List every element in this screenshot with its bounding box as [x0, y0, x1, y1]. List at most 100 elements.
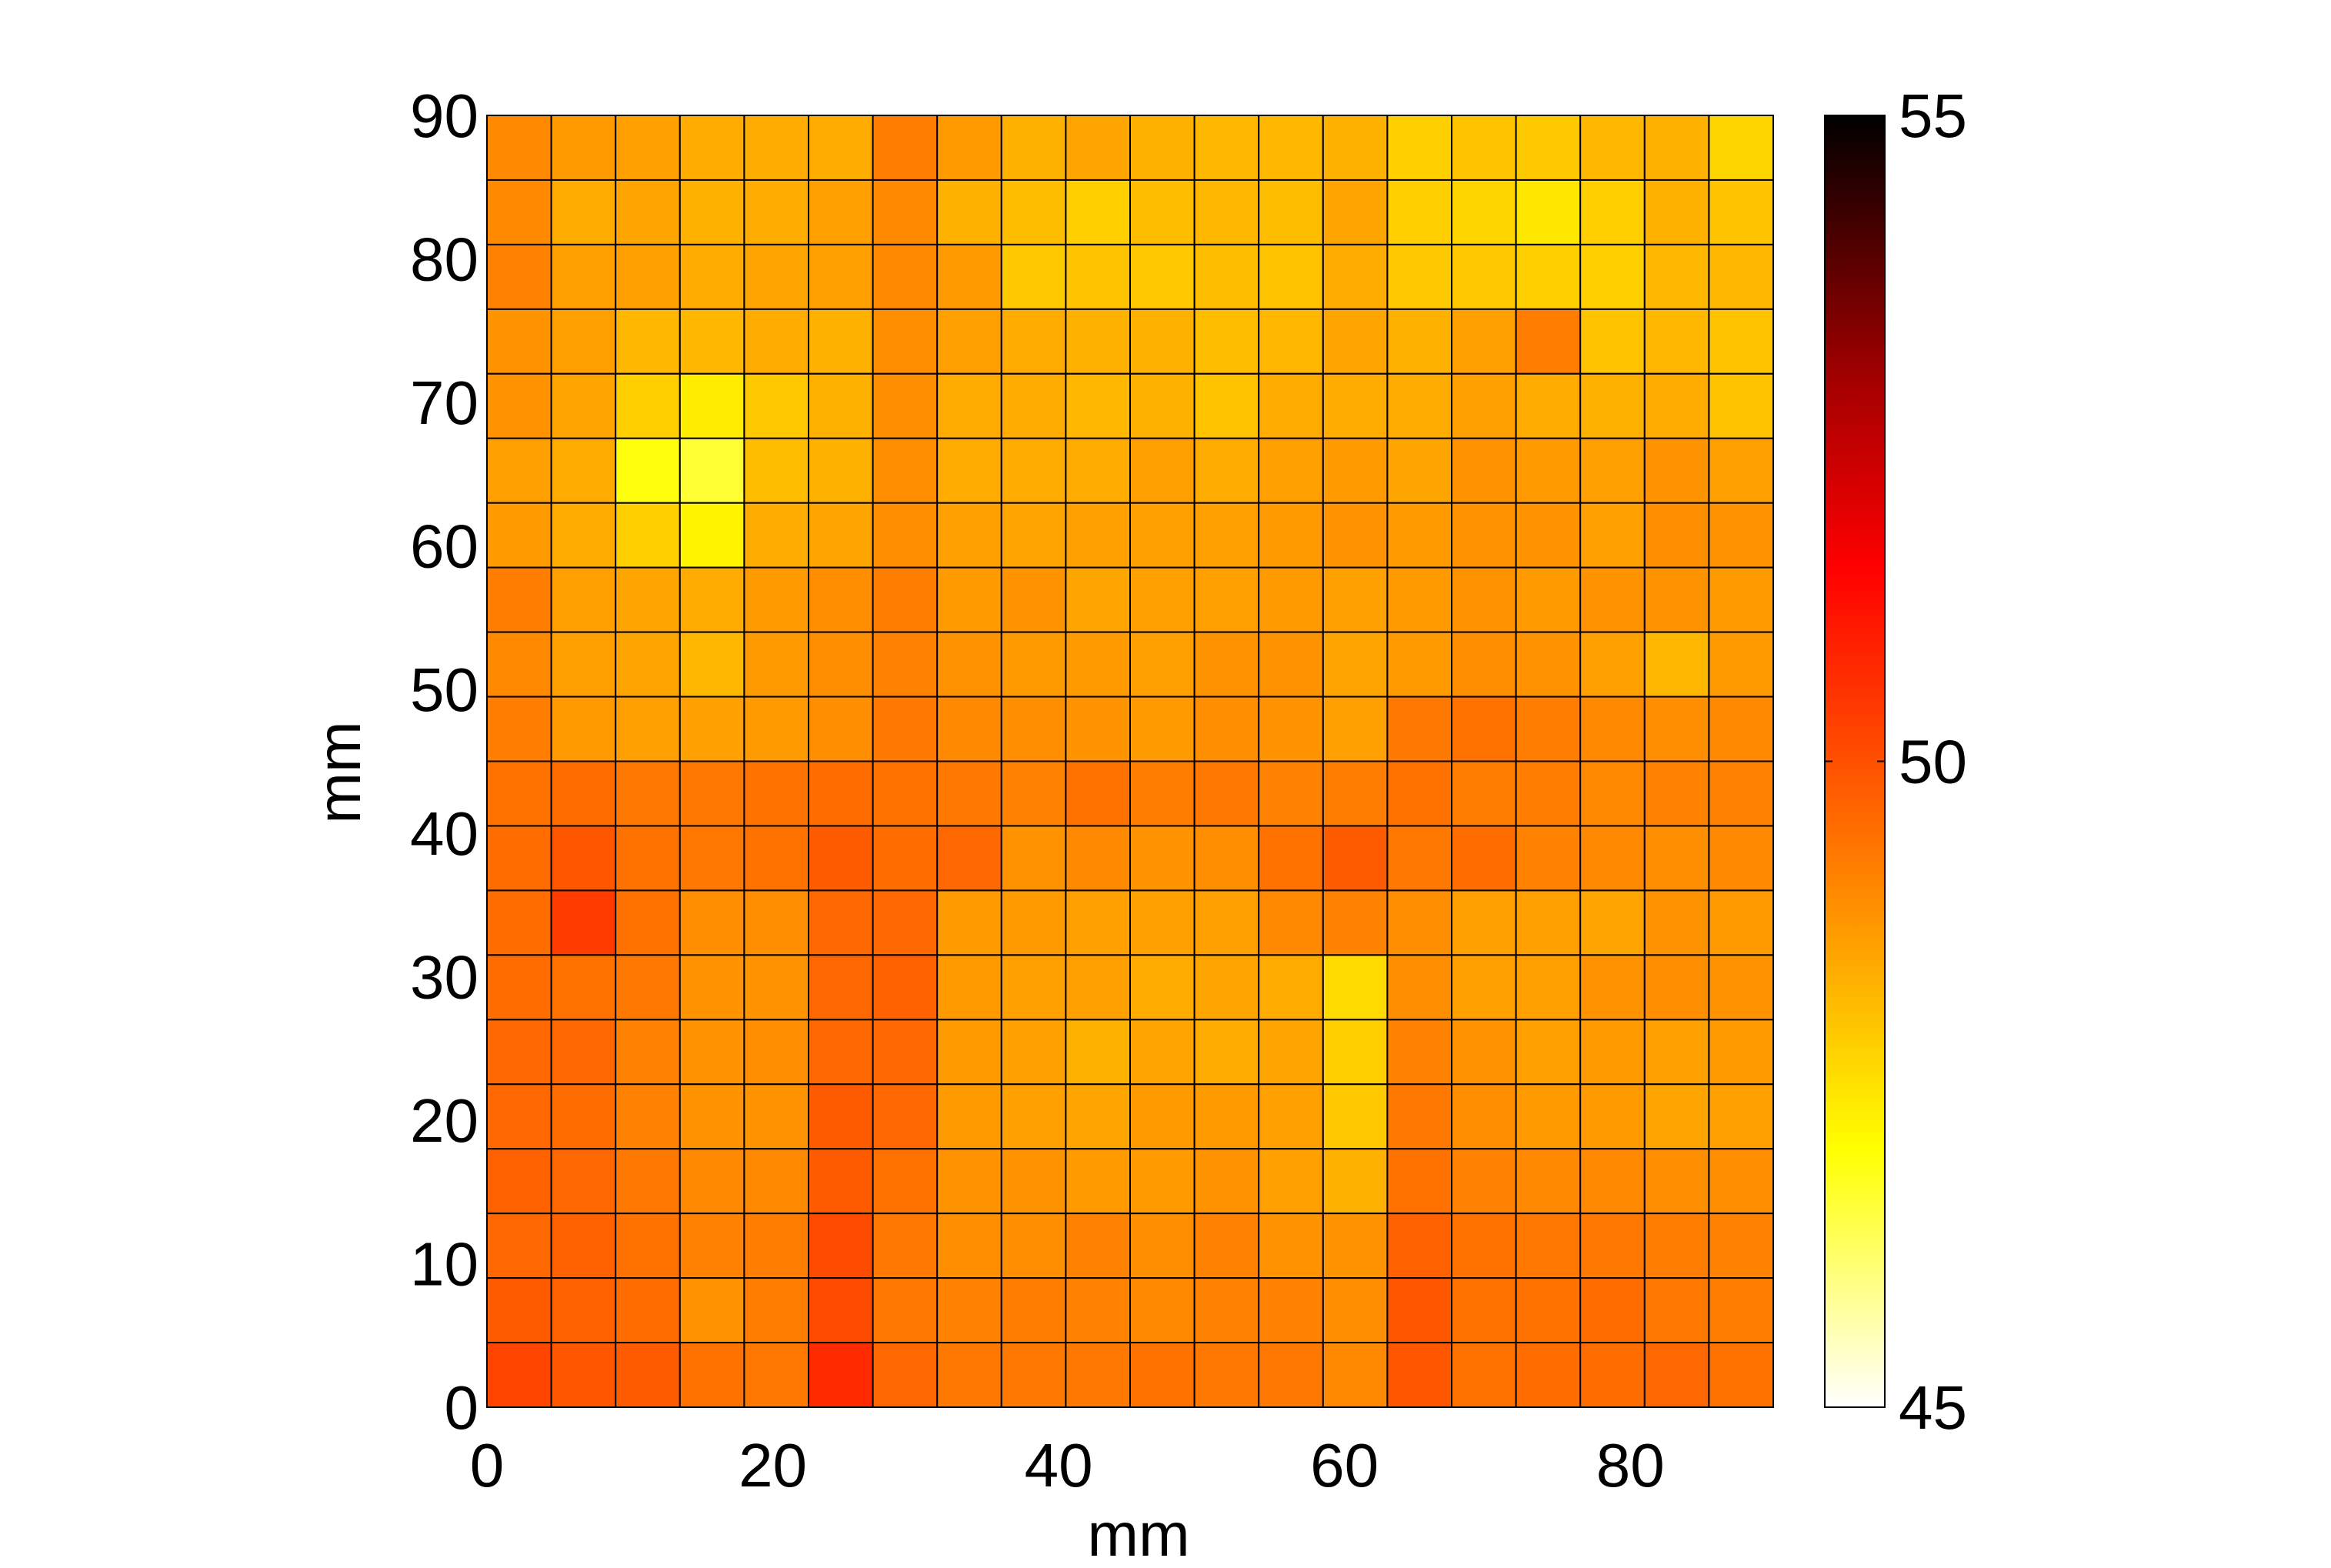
heatmap-cell	[1643, 954, 1710, 1021]
heatmap-cell	[1579, 696, 1646, 762]
heatmap-cell	[550, 178, 617, 245]
heatmap-cell	[1258, 1019, 1324, 1086]
plot-border	[486, 115, 1774, 1408]
heatmap-cell	[1193, 1277, 1260, 1344]
heatmap-cell	[1065, 631, 1132, 698]
heatmap-cell	[1000, 566, 1067, 633]
heatmap-cell	[550, 1083, 617, 1150]
heatmap-cell	[1129, 760, 1196, 827]
heatmap-cell	[1451, 1019, 1517, 1086]
heatmap-cell	[486, 437, 552, 504]
heatmap-cell	[1708, 178, 1774, 245]
heatmap-cell	[1258, 825, 1324, 892]
heatmap-cell	[679, 115, 745, 181]
y-axis-ticks: 0 10 20 30 40 50 60 70 80 90	[410, 82, 479, 1442]
heatmap-cell	[1579, 1083, 1646, 1150]
y-tick-label: 90	[410, 82, 479, 150]
heatmap-cell	[1515, 178, 1582, 245]
heatmap-cell	[743, 1213, 810, 1279]
heatmap-cell	[1258, 243, 1324, 310]
heatmap-cell	[1065, 889, 1132, 956]
heatmap-cell	[936, 1342, 1002, 1409]
heatmap-cell	[1129, 1277, 1196, 1344]
heatmap-cell	[486, 308, 552, 375]
heatmap-cell	[872, 889, 939, 956]
heatmap-cell	[808, 954, 874, 1021]
heatmap-cell	[872, 115, 939, 181]
heatmap-cell	[1129, 308, 1196, 375]
heatmap-cell	[1000, 825, 1067, 892]
heatmap-cell	[679, 178, 745, 245]
y-tick-label: 0	[445, 1373, 479, 1442]
heatmap-cell	[1000, 178, 1067, 245]
heatmap-cell	[1708, 437, 1774, 504]
heatmap-cell	[679, 1083, 745, 1150]
heatmap-cell	[615, 1019, 681, 1086]
heatmap-cell	[1065, 760, 1132, 827]
heatmap-cell	[936, 825, 1002, 892]
heatmap-cell	[872, 1213, 939, 1279]
heatmap-cell	[872, 954, 939, 1021]
heatmap-cell	[1065, 1213, 1132, 1279]
heatmap-cell	[936, 308, 1002, 375]
heatmap-cell	[1065, 502, 1132, 569]
x-tick-label: 20	[739, 1431, 807, 1500]
heatmap-cell	[936, 889, 1002, 956]
heatmap-cell	[1643, 566, 1710, 633]
heatmap-cell	[1451, 308, 1517, 375]
heatmap-cell	[1515, 566, 1582, 633]
heatmap-cell	[486, 1148, 552, 1215]
heatmap-cell	[743, 631, 810, 698]
heatmap-cell	[1065, 825, 1132, 892]
heatmap-cell	[808, 502, 874, 569]
heatmap-cell	[808, 178, 874, 245]
heatmap-cell	[1065, 372, 1132, 439]
heatmap-cell	[1515, 1213, 1582, 1279]
heatmap-cell	[1643, 1342, 1710, 1409]
heatmap-cell	[1322, 115, 1389, 181]
heatmap-cell	[1579, 1342, 1646, 1409]
heatmap-cell	[1000, 1277, 1067, 1344]
heatmap-cell	[1322, 1277, 1389, 1344]
heatmap-cell	[1193, 1213, 1260, 1279]
heatmap-cell	[1129, 696, 1196, 762]
y-tick-label: 20	[410, 1086, 479, 1155]
heatmap-cell	[1708, 502, 1774, 569]
heatmap-cell	[1579, 115, 1646, 181]
heatmap-cell	[936, 1213, 1002, 1279]
heatmap-cell	[1322, 437, 1389, 504]
heatmap-cell	[872, 1019, 939, 1086]
heatmap-cell	[1708, 631, 1774, 698]
heatmap-cell	[1451, 696, 1517, 762]
heatmap-cell	[615, 760, 681, 827]
heatmap-cell	[615, 1083, 681, 1150]
heatmap-cell	[936, 502, 1002, 569]
heatmap-cell	[1258, 1213, 1324, 1279]
heatmap-cell	[679, 760, 745, 827]
heatmap-cell	[808, 243, 874, 310]
heatmap-cell	[872, 825, 939, 892]
colorbar: 45 50 55	[1824, 82, 1967, 1442]
heatmap-cell	[486, 631, 552, 698]
heatmap-cell	[1386, 115, 1453, 181]
heatmap-cell	[615, 372, 681, 439]
heatmap-cell	[1322, 372, 1389, 439]
heatmap-cell	[1579, 889, 1646, 956]
heatmap-cell	[872, 1277, 939, 1344]
heatmap-cell	[1322, 178, 1389, 245]
heatmap-cell	[1386, 1019, 1453, 1086]
heatmap-cell	[1708, 696, 1774, 762]
heatmap-cell	[1129, 889, 1196, 956]
heatmap-cell	[872, 1342, 939, 1409]
heatmap-cell	[1643, 372, 1710, 439]
heatmap-cell	[615, 954, 681, 1021]
heatmap-cell	[743, 1083, 810, 1150]
heatmap-cell	[615, 502, 681, 569]
heatmap-cell	[1322, 825, 1389, 892]
heatmap-cell	[1386, 631, 1453, 698]
heatmap-cell	[872, 1148, 939, 1215]
heatmap-cell	[615, 566, 681, 633]
heatmap-cell	[1515, 372, 1582, 439]
x-tick-label: 0	[470, 1431, 505, 1500]
heatmap-cell	[1129, 1083, 1196, 1150]
